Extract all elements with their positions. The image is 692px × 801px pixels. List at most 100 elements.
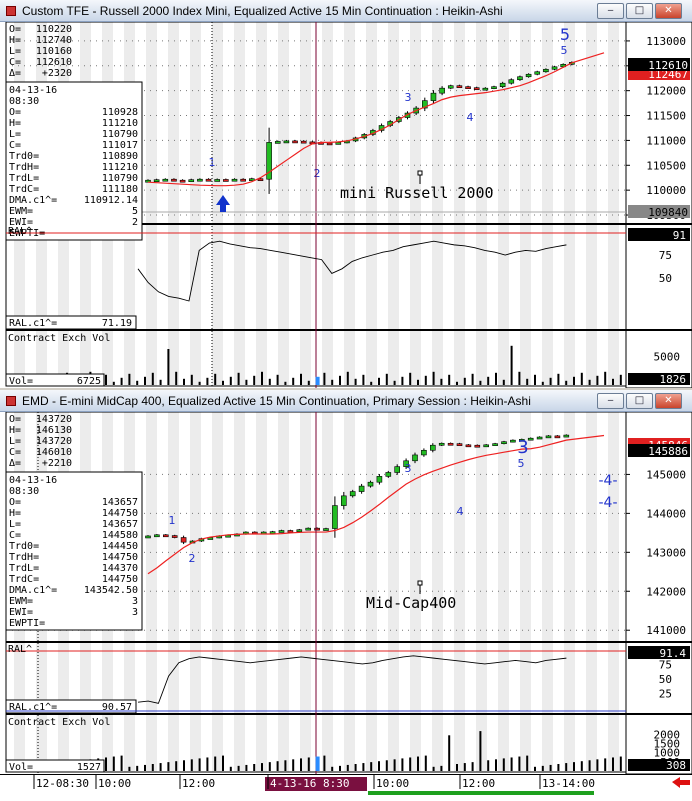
candle <box>545 435 552 439</box>
minimize-button[interactable]: ‒ <box>597 393 624 409</box>
volume-bar <box>120 755 123 771</box>
volume-value: 1527 <box>77 762 101 773</box>
volume-bar <box>190 759 193 771</box>
volume-bar <box>261 371 263 385</box>
volume-bar <box>502 379 505 385</box>
volume-bar <box>315 376 320 385</box>
stat-value: 143657 <box>102 497 138 508</box>
wave-label: 3 <box>405 91 412 104</box>
candle <box>179 179 186 183</box>
candle <box>274 141 281 144</box>
time-stripe <box>564 22 575 386</box>
candle <box>483 444 490 448</box>
volume-bar <box>354 764 357 771</box>
window-titlebar[interactable]: EMD - E-mini MidCap 400, Equalized Activ… <box>0 390 692 412</box>
volume-bar <box>557 373 560 385</box>
volume-bar <box>120 377 123 385</box>
stat-label: Trd0= <box>9 541 39 552</box>
stat-label: H= <box>9 118 21 129</box>
data-time: 08:30 <box>9 486 39 497</box>
volume-bar <box>580 372 583 385</box>
volume-bar <box>541 381 544 385</box>
volume-bar <box>237 372 240 385</box>
ohlc-value: 146010 <box>36 447 72 458</box>
chart-canvas-midcap[interactable]: 145000144000143000142000141000123345-4--… <box>0 412 692 774</box>
volume-bar <box>136 765 139 771</box>
time-axis[interactable]: 12-08:30 10:00 12:00 4-13-16 8:30 10:00 12:00… <box>0 774 692 801</box>
stat-label: TrdL= <box>9 563 39 574</box>
volume-bar <box>487 760 490 771</box>
candle <box>525 73 532 78</box>
maximize-button[interactable]: □ <box>626 3 653 19</box>
window-titlebar[interactable]: Custom TFE - Russell 2000 Index Mini, Eq… <box>0 0 692 22</box>
time-label: 10:00 <box>98 777 131 790</box>
ohlc-label: H= <box>9 425 21 436</box>
time-label: 12:00 <box>182 777 215 790</box>
scroll-left-arrow-icon <box>672 777 690 788</box>
candle <box>153 179 160 183</box>
volume-bar <box>112 756 115 771</box>
candle <box>543 68 549 73</box>
data-window <box>5 471 143 631</box>
candle <box>508 79 515 84</box>
volume-bar <box>448 735 451 771</box>
stat-value: 143542.50 <box>84 585 138 596</box>
candle <box>278 530 285 533</box>
wave-label: 5 <box>518 457 525 470</box>
volume-bar <box>362 374 365 385</box>
candle <box>412 454 418 462</box>
maximize-button[interactable]: □ <box>626 393 653 409</box>
candle <box>335 142 342 145</box>
volume-bar <box>323 755 326 771</box>
close-button[interactable]: ✕ <box>655 393 682 409</box>
price-tick-label: 110500 <box>646 159 686 172</box>
volume-bar <box>549 764 552 771</box>
time-stripe <box>520 22 531 386</box>
price-tick-label: 142000 <box>646 585 686 598</box>
data-window <box>5 81 143 241</box>
dma-price-tag <box>628 205 690 218</box>
ohlc-value: 112610 <box>36 57 72 68</box>
candle <box>517 76 523 81</box>
candle <box>474 444 481 448</box>
volume-value-label: Vol= <box>9 762 33 773</box>
candle <box>465 444 472 448</box>
stat-value: 110912.14 <box>84 195 138 206</box>
stat-value: 111017 <box>102 140 138 151</box>
ral-value-box <box>5 699 137 714</box>
stat-label: DMA.c1^= <box>9 195 57 206</box>
volume-bar <box>214 756 217 771</box>
session-date-highlight <box>265 777 367 791</box>
time-stripe <box>322 412 333 772</box>
volume-bar <box>339 765 341 771</box>
candle <box>551 66 558 70</box>
ral-line <box>137 240 567 302</box>
stat-label: H= <box>9 508 21 519</box>
ohlc-label: C= <box>9 447 21 458</box>
time-stripe <box>146 22 157 386</box>
time-stripe <box>542 22 553 386</box>
volume-bar <box>198 381 201 385</box>
volume-value: 6725 <box>77 376 101 387</box>
stat-value: 144370 <box>102 563 138 574</box>
stat-value: 144750 <box>102 552 138 563</box>
volume-bar <box>526 378 529 385</box>
volume-bar <box>463 763 466 771</box>
time-stripe <box>212 412 223 772</box>
chart-canvas-russell[interactable]: 1130001125001120001115001110001105001100… <box>0 22 692 388</box>
minimize-button[interactable]: ‒ <box>597 3 624 19</box>
volume-bar <box>479 731 482 771</box>
time-stripe <box>608 22 619 386</box>
candle <box>492 443 498 446</box>
volume-bar <box>385 373 388 385</box>
volume-bar <box>245 764 248 771</box>
candle <box>563 434 570 438</box>
ral-last-tag-text: 91 <box>673 229 686 242</box>
ral-value-label: RAL.c1^= <box>9 318 57 329</box>
volume-bar <box>495 372 497 385</box>
candle <box>180 537 187 543</box>
time-stripe <box>388 22 399 386</box>
volume-label: Contract Exch Vol <box>8 333 110 344</box>
volume-bar <box>354 378 357 385</box>
close-button[interactable]: ✕ <box>655 3 682 19</box>
